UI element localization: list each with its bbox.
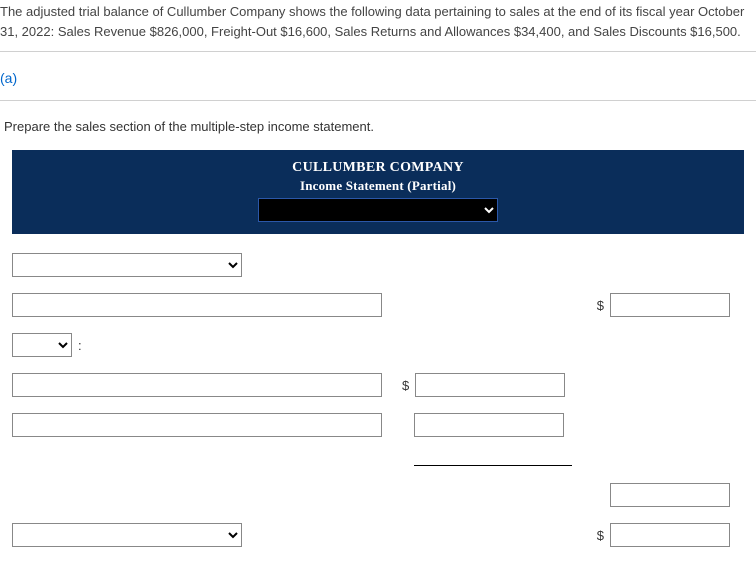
colon: : [78, 338, 82, 353]
line-2-amount-input[interactable] [610, 293, 730, 317]
line-6-amount-input[interactable] [610, 483, 730, 507]
line-2: $ [12, 292, 744, 318]
dollar-sign: $ [597, 528, 604, 543]
statement-header: CULLUMBER COMPANY Income Statement (Part… [12, 150, 744, 234]
period-select[interactable] [258, 198, 498, 222]
line-6 [12, 482, 744, 508]
line-5 [12, 412, 744, 438]
subtotal-rule [12, 452, 744, 478]
line-7: $ [12, 522, 744, 548]
dollar-sign: $ [402, 378, 409, 393]
line-4: $ [12, 372, 744, 398]
worksheet: CULLUMBER COMPANY Income Statement (Part… [0, 150, 756, 562]
line-5-label-input[interactable] [12, 413, 382, 437]
line-4-label-input[interactable] [12, 373, 382, 397]
company-name: CULLUMBER COMPANY [12, 160, 744, 176]
line-4-amount-input[interactable] [415, 373, 565, 397]
line-3-select[interactable] [12, 333, 72, 357]
line-3: : [12, 332, 744, 358]
line-1 [12, 252, 744, 278]
part-label: (a) [0, 52, 756, 101]
line-7-account-select[interactable] [12, 523, 242, 547]
dollar-sign: $ [597, 298, 604, 313]
line-1-account-select[interactable] [12, 253, 242, 277]
problem-intro: The adjusted trial balance of Cullumber … [0, 0, 756, 52]
line-2-label-input[interactable] [12, 293, 382, 317]
instruction-text: Prepare the sales section of the multipl… [0, 101, 756, 150]
statement-title: Income Statement (Partial) [12, 178, 744, 194]
line-5-amount-input[interactable] [414, 413, 564, 437]
line-7-amount-input[interactable] [610, 523, 730, 547]
